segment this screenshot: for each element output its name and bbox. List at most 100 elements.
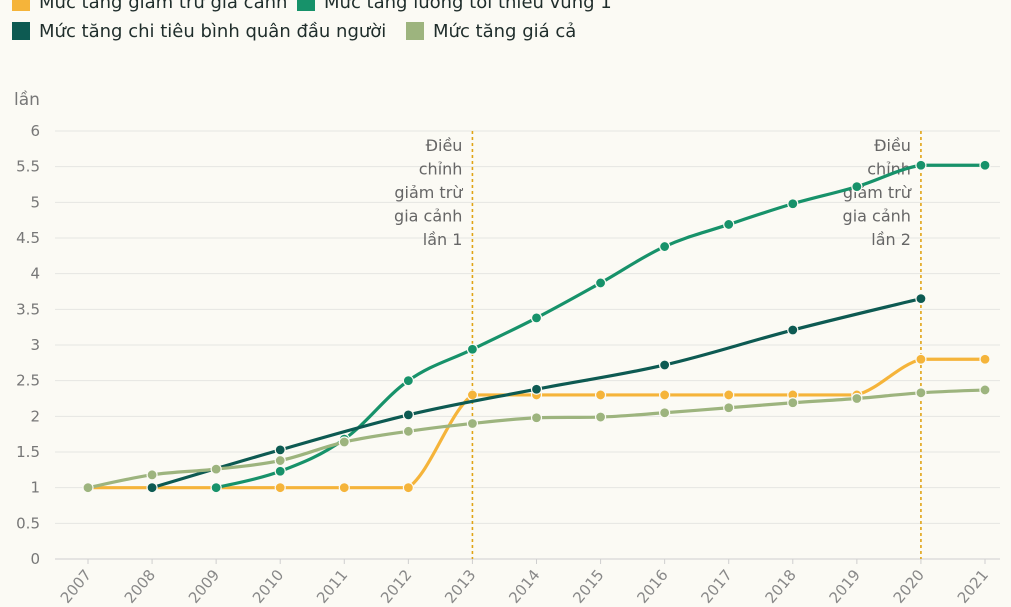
legend-item: Mức tăng chi tiêu bình quân đầu người — [12, 21, 386, 42]
data-point — [402, 409, 414, 421]
annotation-text: Điều — [874, 136, 911, 155]
data-point — [723, 389, 735, 401]
y-tick-label: 0 — [30, 550, 40, 568]
legend-label: Mức tăng giảm trừ gia cảnh — [39, 0, 287, 13]
x-tick-label: 2019 — [826, 566, 864, 607]
data-point — [82, 482, 94, 494]
y-tick-label: 2 — [30, 407, 40, 425]
data-point — [915, 293, 927, 305]
data-point — [979, 159, 991, 171]
x-tick-label: 2008 — [121, 566, 159, 607]
x-tick-label: 2007 — [57, 566, 95, 607]
data-point — [851, 181, 863, 193]
legend-item: Mức tăng giá cả — [406, 21, 576, 42]
data-point — [659, 359, 671, 371]
legend: Mức tăng giảm trừ gia cảnh Mức tăng lương… — [12, 0, 612, 42]
x-tick-label: 2020 — [890, 566, 928, 607]
series-3 — [146, 293, 927, 494]
data-point — [210, 463, 222, 475]
x-axis-ticks: 2007 2008 2009 2010 2011 2012 2013 2014 2015 2016… — [57, 559, 992, 607]
y-tick-label: 0.5 — [16, 514, 40, 532]
series-group — [82, 159, 991, 494]
data-point — [146, 482, 158, 494]
y-tick-label: 3.5 — [16, 300, 40, 318]
y-axis-label: lần — [14, 89, 40, 110]
annotation-text: Điều — [426, 136, 463, 155]
data-point — [274, 465, 286, 477]
data-point — [274, 482, 286, 494]
legend-item: Mức tăng lương tối thiểu vùng 1 — [297, 0, 612, 13]
data-point — [659, 407, 671, 419]
data-point — [787, 198, 799, 210]
data-point — [402, 425, 414, 437]
data-point — [274, 444, 286, 456]
y-tick-label: 4 — [30, 265, 40, 283]
data-point — [274, 454, 286, 467]
data-point — [979, 353, 991, 365]
y-tick-label: 5.5 — [16, 158, 40, 176]
data-point — [402, 375, 414, 387]
annotation-text: lần 1 — [423, 230, 463, 249]
annotation-text: lần 2 — [871, 230, 911, 249]
x-tick-label: 2011 — [313, 566, 351, 607]
legend-label: Mức tăng giá cả — [433, 21, 576, 42]
x-tick-label: 2016 — [633, 566, 671, 607]
data-point — [915, 353, 927, 365]
data-point — [338, 482, 350, 494]
data-point — [146, 469, 158, 481]
data-point — [659, 389, 671, 401]
data-point — [723, 402, 735, 414]
annotation-text: chỉnh — [419, 160, 463, 179]
y-tick-label: 6 — [30, 122, 40, 140]
data-point — [338, 436, 350, 448]
legend-swatch — [406, 22, 424, 40]
annotation-text: gia cảnh — [394, 207, 462, 226]
y-tick-label: 5 — [30, 193, 40, 211]
x-tick-label: 2012 — [377, 566, 415, 607]
data-point — [466, 389, 479, 401]
data-point — [979, 384, 991, 396]
data-point — [787, 324, 799, 336]
series-line — [86, 388, 987, 490]
annotation-text: chỉnh — [867, 160, 911, 179]
data-point — [594, 389, 607, 401]
y-tick-label: 3 — [30, 336, 40, 354]
annotation-text: gia cảnh — [843, 207, 911, 226]
data-point — [787, 397, 799, 409]
legend-label: Mức tăng lương tối thiểu vùng 1 — [324, 0, 612, 13]
x-tick-label: 2021 — [954, 566, 992, 607]
legend-item: Mức tăng giảm trừ gia cảnh — [12, 0, 287, 13]
legend-label: Mức tăng chi tiêu bình quân đầu người — [39, 21, 386, 42]
y-tick-label: 1 — [30, 479, 40, 497]
legend-swatch — [12, 0, 30, 11]
y-axis-ticks: 0 0.5 1 1.5 2 2.5 3 3.5 4 4.5 5 5.5 6 — [16, 122, 40, 568]
data-point — [530, 312, 543, 324]
annotation-text: giảm trừ — [394, 183, 463, 202]
legend-swatch — [12, 22, 30, 40]
data-point — [915, 159, 927, 171]
data-point — [851, 392, 863, 405]
series-4 — [82, 384, 991, 494]
x-tick-label: 2014 — [505, 566, 543, 607]
y-tick-label: 4.5 — [16, 229, 40, 247]
data-point — [530, 412, 543, 424]
data-point — [530, 383, 543, 395]
x-tick-label: 2009 — [185, 566, 223, 607]
data-point — [594, 277, 607, 289]
x-tick-label: 2017 — [697, 566, 735, 607]
data-point — [466, 343, 479, 355]
data-point — [659, 240, 671, 253]
y-tick-label: 1.5 — [16, 443, 40, 461]
data-point — [594, 411, 607, 423]
x-tick-label: 2018 — [762, 566, 800, 607]
y-tick-label: 2.5 — [16, 372, 40, 390]
legend-swatch — [297, 0, 315, 11]
data-point — [466, 417, 479, 430]
x-tick-label: 2015 — [569, 566, 607, 607]
x-tick-label: 2013 — [441, 566, 479, 607]
data-point — [210, 482, 222, 494]
data-point — [915, 387, 927, 399]
data-point — [402, 482, 414, 494]
data-point — [723, 218, 735, 231]
